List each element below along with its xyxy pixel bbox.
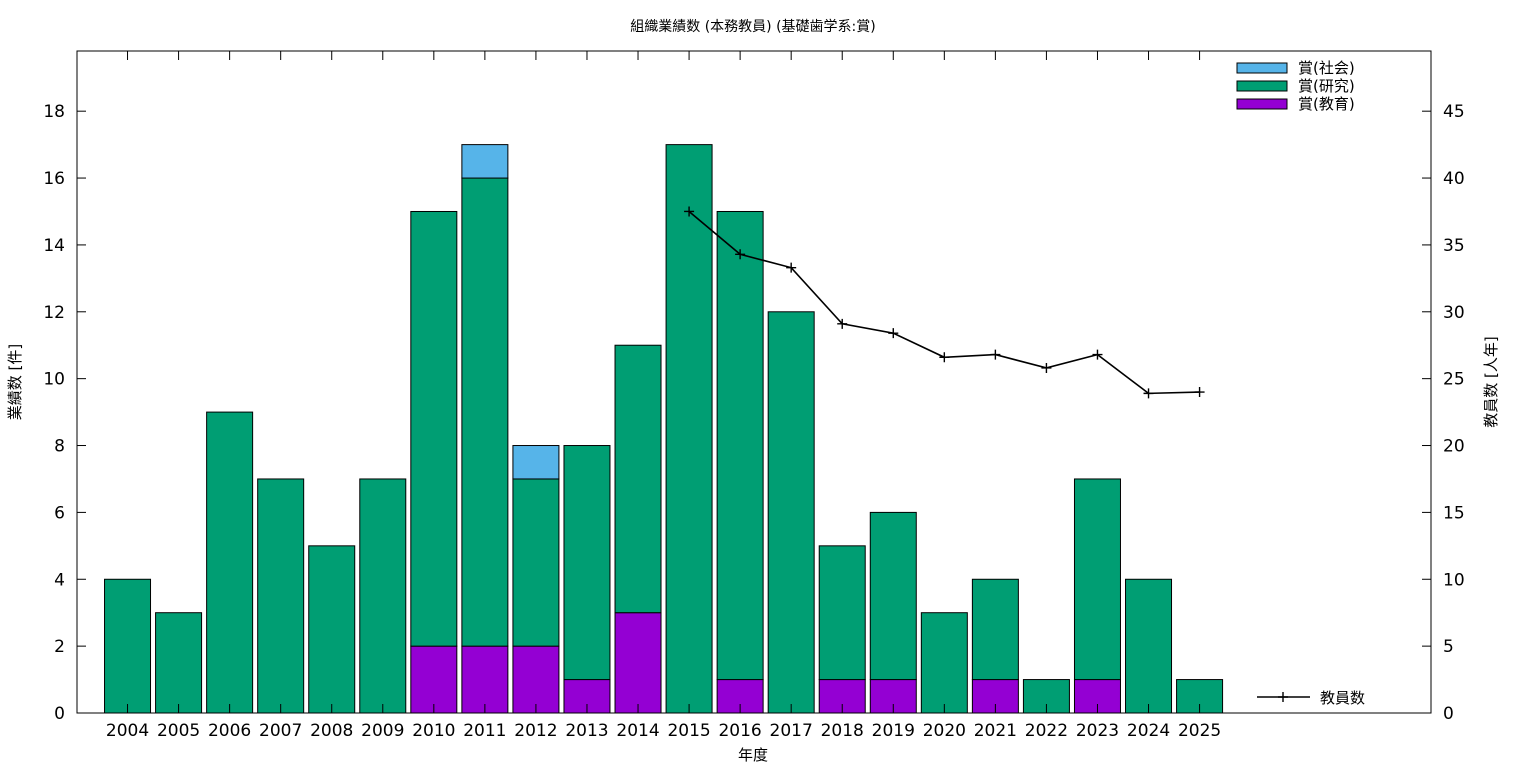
bar-2011-series-1 (461, 177, 509, 647)
bar-2016-series-1 (716, 210, 764, 681)
y2-tick-label: 10 (1443, 570, 1465, 590)
teacher-count-point (1194, 387, 1205, 398)
x-tick-label: 2010 (412, 721, 455, 741)
bar-2024-series-1 (1125, 578, 1173, 714)
y-tick-label: 14 (43, 236, 65, 256)
plot-frame (76, 50, 1432, 714)
x-tick-label: 2017 (770, 721, 813, 741)
y2-tick-label: 30 (1443, 303, 1465, 323)
x-tick-label: 2016 (718, 721, 761, 741)
x-tick-label: 2005 (157, 721, 200, 741)
legend: 賞(社会)賞(研究)賞(教育) 教員数 (1236, 59, 1365, 707)
x-tick-label: 2011 (463, 721, 506, 741)
bar-2009-series-1 (359, 478, 407, 714)
y2-tick-label: 20 (1443, 437, 1465, 457)
bar-2013-series-1 (563, 445, 611, 681)
bar-2012-series-2 (512, 445, 560, 480)
chart-title: 組織業績数 (本務教員) (基礎歯学系:賞) (630, 18, 875, 35)
x-tick-label: 2024 (1127, 721, 1170, 741)
y-tick-label: 8 (54, 437, 65, 457)
bar-2010-series-0 (410, 645, 458, 714)
x-tick-label: 2004 (106, 721, 149, 741)
bars-group (104, 144, 1224, 714)
x-tick-label: 2020 (923, 721, 966, 741)
legend-line-label: 教員数 (1320, 689, 1365, 707)
y2-tick-label: 45 (1443, 102, 1465, 122)
bar-2012-series-0 (512, 645, 560, 714)
y2-tick-label: 35 (1443, 236, 1465, 256)
y2-axis-title: 教員数 [人年] (1482, 336, 1500, 427)
x-tick-label: 2007 (259, 721, 302, 741)
bar-2018-series-1 (818, 545, 866, 681)
bar-2004-series-1 (104, 578, 152, 714)
bar-2017-series-1 (767, 311, 815, 714)
y-tick-label: 4 (54, 570, 65, 590)
legend-swatch-2 (1236, 62, 1288, 74)
bar-2011-series-2 (461, 144, 509, 179)
teacher-count-point (1092, 349, 1103, 360)
y-tick-label: 18 (43, 102, 65, 122)
y2-tick-label: 25 (1443, 370, 1465, 390)
x-tick-label: 2021 (974, 721, 1017, 741)
teacher-line-group (684, 206, 1205, 399)
y-tick-label: 10 (43, 370, 65, 390)
y-tick-label: 2 (54, 637, 65, 657)
bar-2023-series-1 (1073, 478, 1121, 681)
legend-swatch-1 (1236, 80, 1288, 92)
bar-2012-series-1 (512, 478, 560, 647)
legend-line-marker (1278, 692, 1288, 702)
x-tick-label: 2008 (310, 721, 353, 741)
x-tick-label: 2018 (821, 721, 864, 741)
x-tick-label: 2015 (667, 721, 710, 741)
legend-swatch-0 (1236, 98, 1288, 110)
teacher-count-point (1143, 388, 1154, 399)
legend-label-2: 賞(社会) (1298, 59, 1355, 77)
bar-2011-series-0 (461, 645, 509, 714)
bar-2007-series-1 (257, 478, 305, 714)
y-tick-label: 12 (43, 303, 65, 323)
y2-tick-label: 0 (1443, 704, 1454, 724)
y2-tick-label: 5 (1443, 637, 1454, 657)
bar-2014-series-0 (614, 612, 662, 714)
bar-2019-series-1 (869, 511, 917, 681)
x-tick-label: 2025 (1178, 721, 1221, 741)
x-tick-label: 2013 (565, 721, 608, 741)
bar-2006-series-1 (206, 411, 254, 714)
teacher-count-point (684, 206, 695, 217)
teacher-count-line (688, 210, 1200, 395)
x-tick-label: 2012 (514, 721, 557, 741)
bar-2008-series-1 (308, 545, 356, 714)
y-axis-title: 業績数 [件] (6, 344, 24, 420)
x-tick-label: 2014 (616, 721, 659, 741)
legend-label-1: 賞(研究) (1298, 77, 1355, 95)
teacher-count-point (1041, 362, 1052, 373)
y-tick-label: 0 (54, 704, 65, 724)
bar-2005-series-1 (155, 612, 203, 714)
bar-2020-series-1 (920, 612, 968, 714)
x-tick-label: 2006 (208, 721, 251, 741)
bar-2010-series-1 (410, 210, 458, 647)
x-tick-label: 2023 (1076, 721, 1119, 741)
y2-tick-label: 40 (1443, 169, 1465, 189)
teacher-count-point (837, 318, 848, 329)
x-tick-label: 2009 (361, 721, 404, 741)
teacher-count-point (939, 352, 950, 363)
teacher-count-point (990, 349, 1001, 360)
bar-2014-series-1 (614, 344, 662, 614)
teacher-count-point (888, 328, 899, 339)
bar-2015-series-1 (665, 144, 713, 714)
y-tick-label: 16 (43, 169, 65, 189)
teacher-count-point (786, 262, 797, 273)
legend-label-0: 賞(教育) (1298, 95, 1355, 113)
x-tick-label: 2022 (1025, 721, 1068, 741)
y2-tick-label: 15 (1443, 503, 1465, 523)
x-axis-title: 年度 (738, 746, 768, 764)
teacher-count-point (735, 249, 746, 260)
x-tick-label: 2019 (872, 721, 915, 741)
bar-2021-series-1 (971, 578, 1019, 681)
y-tick-label: 6 (54, 503, 65, 523)
